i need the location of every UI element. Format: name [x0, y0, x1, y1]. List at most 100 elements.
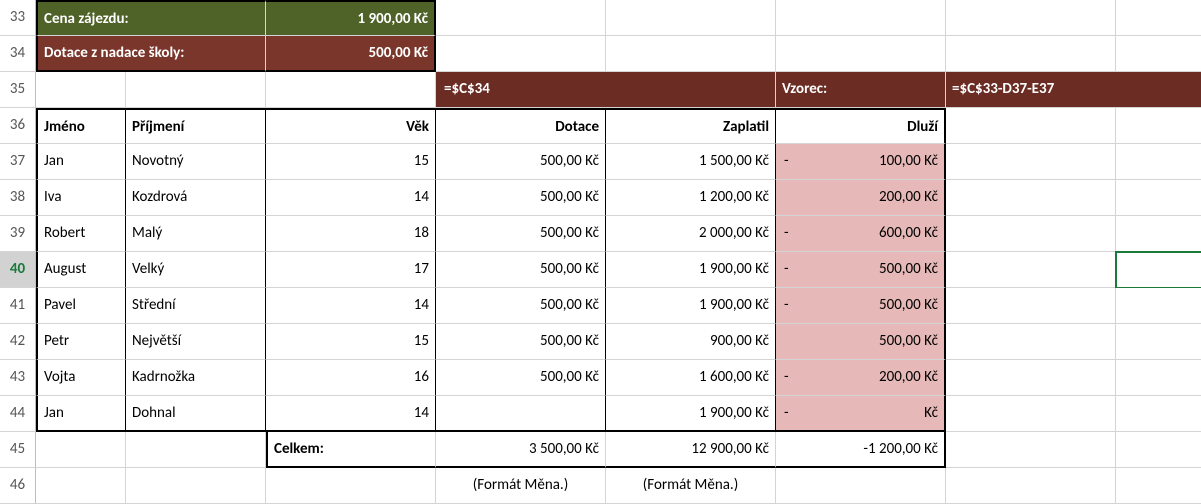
empty-cell[interactable] [126, 432, 266, 468]
empty-cell[interactable] [946, 468, 1116, 504]
cell-vek[interactable]: 14 [266, 288, 436, 324]
cell-dotace[interactable]: 500,00 Kč [436, 216, 606, 252]
cell-zaplatil[interactable]: 1 500,00 Kč [606, 144, 776, 180]
empty-cell[interactable] [606, 36, 776, 72]
cell-jmeno[interactable]: Pavel [36, 288, 126, 324]
empty-cell[interactable] [946, 288, 1116, 324]
empty-cell[interactable] [946, 144, 1116, 180]
cell-vek[interactable]: 15 [266, 324, 436, 360]
empty-cell[interactable] [1116, 324, 1201, 360]
empty-cell[interactable] [946, 0, 1116, 36]
cell-zaplatil[interactable]: 1 900,00 Kč [606, 252, 776, 288]
empty-cell[interactable] [266, 72, 436, 108]
price-value[interactable]: 1 900,00 Kč [266, 0, 436, 36]
empty-cell[interactable] [1116, 432, 1201, 468]
row-header[interactable]: 35 [0, 72, 36, 108]
row-header[interactable]: 46 [0, 468, 36, 504]
empty-cell[interactable] [946, 180, 1116, 216]
cell-dluzi[interactable]: -Kč [776, 396, 946, 432]
active-cell[interactable] [1116, 252, 1201, 288]
empty-cell[interactable] [946, 252, 1116, 288]
empty-cell[interactable] [946, 36, 1116, 72]
empty-cell[interactable] [36, 432, 126, 468]
empty-cell[interactable] [1116, 180, 1201, 216]
col-zaplatil[interactable]: Zaplatil [606, 108, 776, 144]
empty-cell[interactable] [1116, 108, 1201, 144]
col-jmeno[interactable]: Jméno [36, 108, 126, 144]
empty-cell[interactable] [946, 396, 1116, 432]
formula-display-1[interactable]: =$C$34 [436, 72, 776, 108]
total-dotace[interactable]: 3 500,00 Kč [436, 432, 606, 468]
cell-prijmeni[interactable]: Malý [126, 216, 266, 252]
cell-dotace[interactable]: 500,00 Kč [436, 324, 606, 360]
formula-display-2[interactable]: =$C$33-D37-E37 [946, 72, 1201, 108]
cell-vek[interactable]: 14 [266, 396, 436, 432]
cell-dotace[interactable] [436, 396, 606, 432]
row-header[interactable]: 43 [0, 360, 36, 396]
cell-zaplatil[interactable]: 1 900,00 Kč [606, 288, 776, 324]
empty-cell[interactable] [776, 468, 946, 504]
empty-cell[interactable] [776, 36, 946, 72]
empty-cell[interactable] [776, 0, 946, 36]
cell-dotace[interactable]: 500,00 Kč [436, 144, 606, 180]
col-prijmeni[interactable]: Příjmení [126, 108, 266, 144]
cell-prijmeni[interactable]: Novotný [126, 144, 266, 180]
cell-dotace[interactable]: 500,00 Kč [436, 252, 606, 288]
empty-cell[interactable] [126, 72, 266, 108]
empty-cell[interactable] [946, 432, 1116, 468]
cell-zaplatil[interactable]: 1 200,00 Kč [606, 180, 776, 216]
cell-dluzi[interactable]: 200,00 Kč [776, 180, 946, 216]
cell-jmeno[interactable]: Vojta [36, 360, 126, 396]
cell-vek[interactable]: 16 [266, 360, 436, 396]
cell-prijmeni[interactable]: Kadrnožka [126, 360, 266, 396]
price-label[interactable]: Cena zájezdu: [36, 0, 266, 36]
row-header[interactable]: 45 [0, 432, 36, 468]
format-note[interactable]: (Formát Měna.) [606, 468, 776, 504]
cell-jmeno[interactable]: Robert [36, 216, 126, 252]
row-header[interactable]: 42 [0, 324, 36, 360]
format-note[interactable]: (Formát Měna.) [436, 468, 606, 504]
cell-prijmeni[interactable]: Střední [126, 288, 266, 324]
empty-cell[interactable] [946, 108, 1116, 144]
cell-jmeno[interactable]: Jan [36, 144, 126, 180]
total-dluzi[interactable]: -1 200,00 Kč [776, 432, 946, 468]
empty-cell[interactable] [1116, 288, 1201, 324]
cell-dluzi[interactable]: -100,00 Kč [776, 144, 946, 180]
cell-zaplatil[interactable]: 1 600,00 Kč [606, 360, 776, 396]
empty-cell[interactable] [1116, 216, 1201, 252]
empty-cell[interactable] [1116, 144, 1201, 180]
row-header[interactable]: 38 [0, 180, 36, 216]
row-header[interactable]: 33 [0, 0, 36, 36]
cell-dluzi[interactable]: -200,00 Kč [776, 360, 946, 396]
cell-vek[interactable]: 15 [266, 144, 436, 180]
empty-cell[interactable] [126, 468, 266, 504]
row-header-selected[interactable]: 40 [0, 252, 36, 288]
empty-cell[interactable] [36, 72, 126, 108]
cell-zaplatil[interactable]: 1 900,00 Kč [606, 396, 776, 432]
empty-cell[interactable] [1116, 360, 1201, 396]
row-header[interactable]: 41 [0, 288, 36, 324]
cell-prijmeni[interactable]: Dohnal [126, 396, 266, 432]
cell-prijmeni[interactable]: Kozdrová [126, 180, 266, 216]
cell-dluzi[interactable]: 500,00 Kč [776, 324, 946, 360]
cell-vek[interactable]: 14 [266, 180, 436, 216]
cell-dotace[interactable]: 500,00 Kč [436, 288, 606, 324]
empty-cell[interactable] [946, 324, 1116, 360]
cell-jmeno[interactable]: August [36, 252, 126, 288]
empty-cell[interactable] [266, 468, 436, 504]
row-header[interactable]: 39 [0, 216, 36, 252]
cell-dotace[interactable]: 500,00 Kč [436, 360, 606, 396]
cell-jmeno[interactable]: Petr [36, 324, 126, 360]
cell-prijmeni[interactable]: Velký [126, 252, 266, 288]
empty-cell[interactable] [1116, 468, 1201, 504]
cell-zaplatil[interactable]: 2 000,00 Kč [606, 216, 776, 252]
cell-vek[interactable]: 17 [266, 252, 436, 288]
empty-cell[interactable] [36, 468, 126, 504]
empty-cell[interactable] [946, 216, 1116, 252]
col-vek[interactable]: Věk [266, 108, 436, 144]
cell-jmeno[interactable]: Jan [36, 396, 126, 432]
empty-cell[interactable] [1116, 36, 1201, 72]
row-header[interactable]: 44 [0, 396, 36, 432]
empty-cell[interactable] [946, 360, 1116, 396]
empty-cell[interactable] [606, 0, 776, 36]
